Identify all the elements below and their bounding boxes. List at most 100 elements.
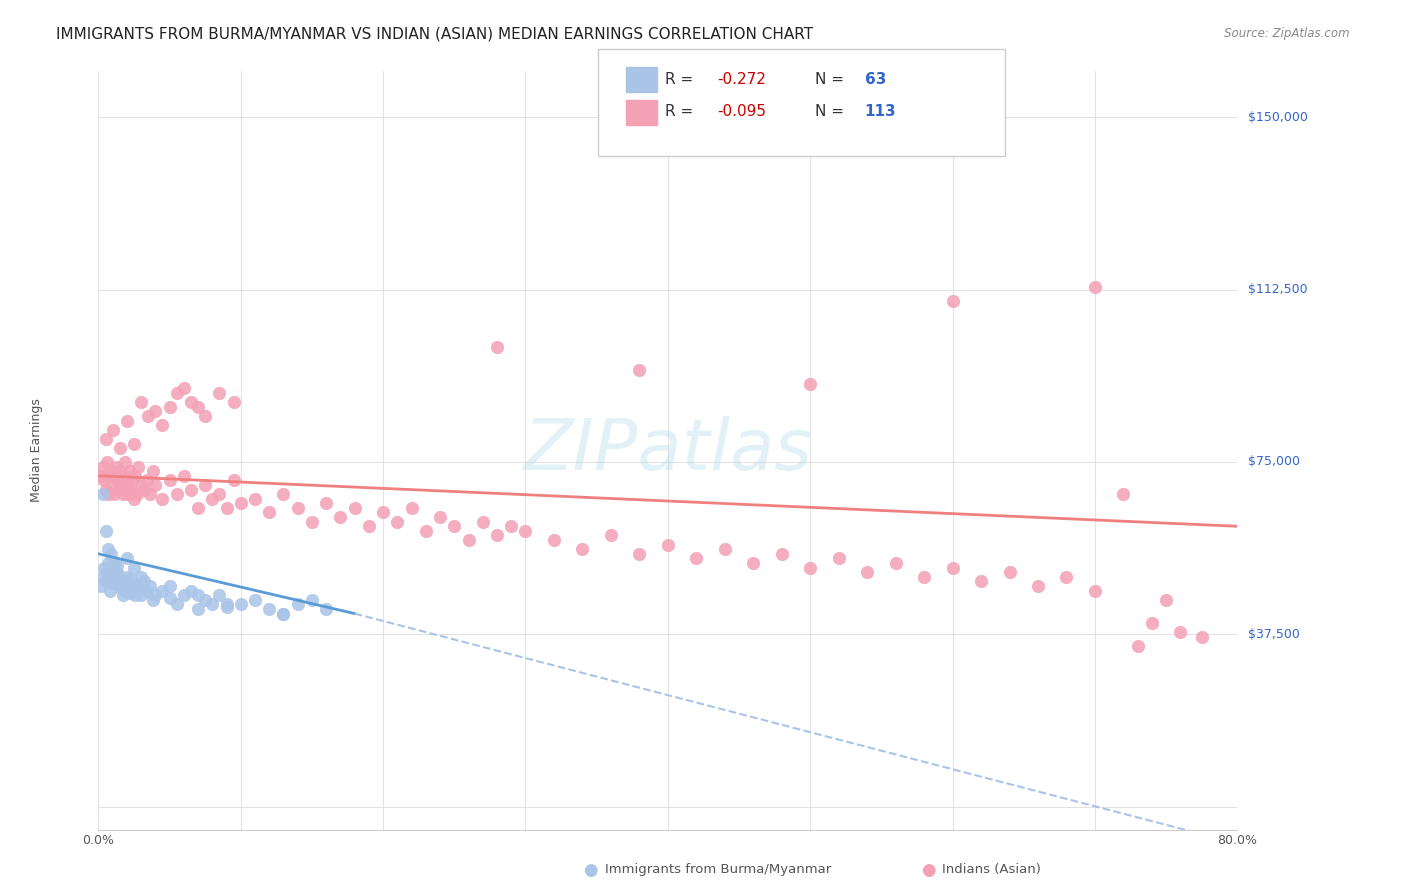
Point [501,519,523,533]
Point [1026,579,1049,593]
Point [138,579,160,593]
Text: N =: N = [815,104,849,119]
Point [187,400,209,414]
Point [259,602,281,616]
Point [273,487,295,501]
Point [628,363,651,377]
Point [187,588,209,602]
Point [120,572,142,586]
Point [401,500,423,515]
Point [120,483,142,497]
Point [96,455,118,469]
Point [114,455,136,469]
Point [180,583,202,598]
Point [107,483,129,497]
Point [108,464,131,478]
Text: -0.272: -0.272 [717,72,766,87]
Text: $150,000: $150,000 [1249,111,1308,124]
Point [215,599,238,614]
Point [100,570,122,584]
Point [415,524,437,538]
Point [173,468,195,483]
Point [301,515,323,529]
Point [98,464,121,478]
Point [486,340,509,354]
Point [201,491,224,506]
Point [301,592,323,607]
Point [90,468,112,483]
Point [942,560,965,574]
Point [111,487,134,501]
Point [98,583,121,598]
Point [856,566,879,580]
Point [115,570,138,584]
Point [124,468,146,483]
Point [970,574,993,589]
Point [259,506,281,520]
Point [101,423,124,437]
Point [714,542,737,557]
Point [315,602,337,616]
Point [443,519,465,533]
Point [628,547,651,561]
Point [141,592,163,607]
Point [105,473,128,487]
Point [387,515,409,529]
Point [1140,615,1163,630]
Point [173,588,195,602]
Point [222,395,245,409]
Point [97,542,120,557]
Point [215,598,238,612]
Point [273,607,295,621]
Point [112,574,135,589]
Point [912,570,935,584]
Text: 113: 113 [865,104,896,119]
Point [229,496,252,510]
Text: Immigrants from Burma/Myanmar: Immigrants from Burma/Myanmar [605,863,831,876]
Point [136,409,159,423]
Text: ZIPatlas: ZIPatlas [523,416,813,485]
Point [105,558,128,573]
Point [515,524,537,538]
Point [122,436,145,450]
Point [132,574,155,589]
Point [132,483,155,497]
Point [129,588,152,602]
Point [828,551,851,566]
Point [110,478,132,492]
Point [315,496,337,510]
Point [799,560,821,574]
Point [97,556,120,570]
Point [287,598,309,612]
Point [118,586,141,600]
Point [187,500,209,515]
Y-axis label: Median Earnings: Median Earnings [30,399,42,502]
Point [998,566,1021,580]
Point [121,579,143,593]
Point [159,579,181,593]
Text: R =: R = [665,104,699,119]
Point [111,588,134,602]
Point [101,468,124,483]
Point [93,473,115,487]
Point [129,570,152,584]
Point [96,566,118,580]
Point [159,591,181,605]
Text: 63: 63 [865,72,886,87]
Point [343,500,366,515]
Point [114,583,136,598]
Point [103,563,125,577]
Point [357,519,380,533]
Point [1112,487,1135,501]
Point [194,409,217,423]
Point [194,478,217,492]
Point [152,491,174,506]
Point [103,556,125,570]
Point [117,579,139,593]
Point [135,473,157,487]
Point [600,528,623,542]
Point [194,592,217,607]
Point [101,576,124,591]
Point [108,579,131,593]
Text: R =: R = [665,72,699,87]
